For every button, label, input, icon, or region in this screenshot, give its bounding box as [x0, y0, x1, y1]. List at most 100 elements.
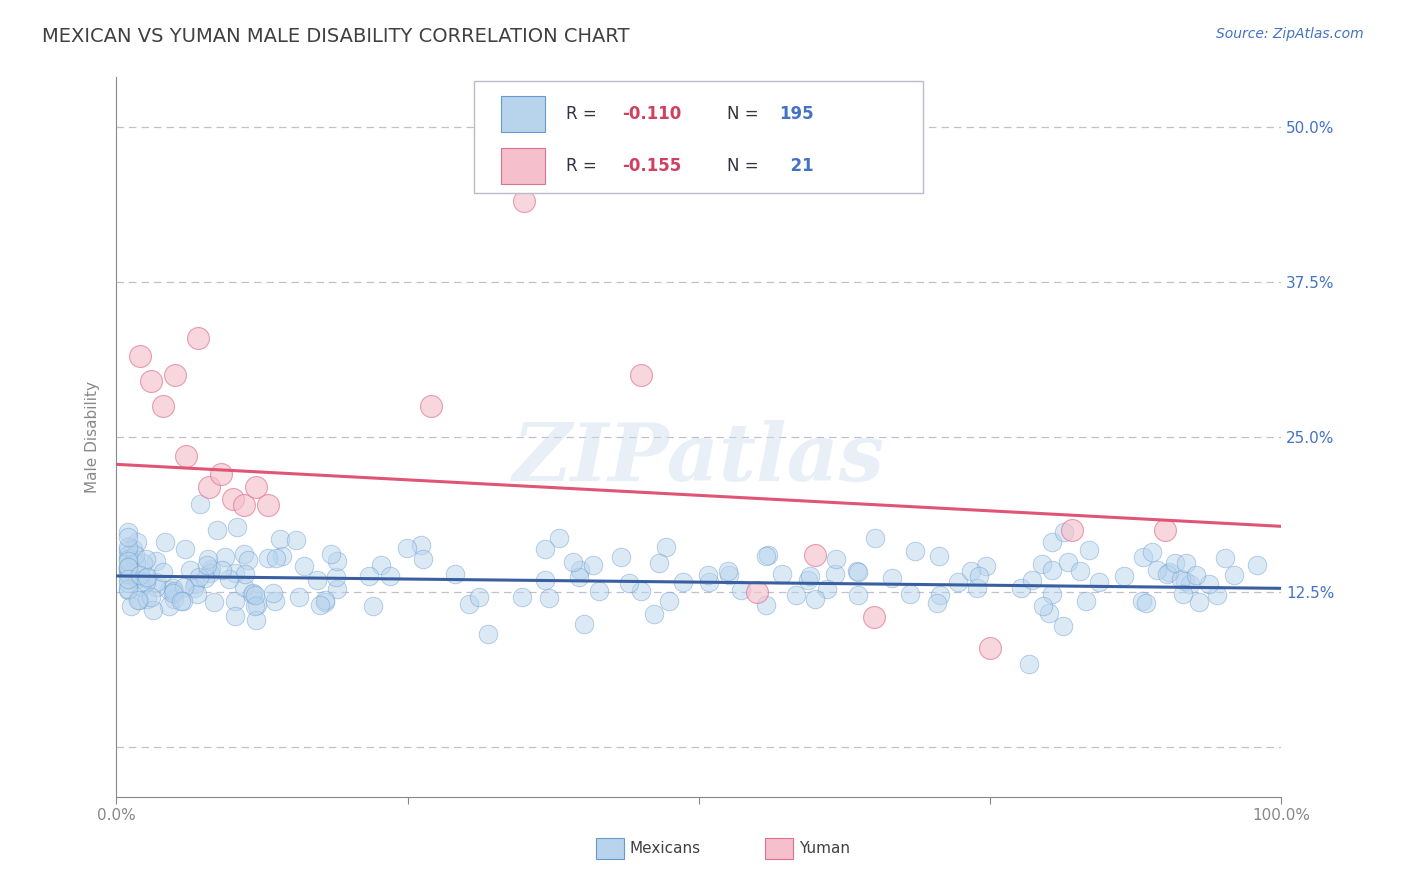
Point: [655, 541, 678, 555]
Point: [162, 581, 184, 595]
Point: [233, 566, 256, 581]
Point: [257, 551, 280, 566]
Point: [135, 570, 157, 584]
Point: [898, 587, 921, 601]
Point: [979, 640, 1001, 655]
Point: [153, 534, 176, 549]
Point: [117, 572, 139, 586]
Point: [648, 556, 671, 570]
Point: [117, 566, 139, 581]
Point: [195, 558, 218, 573]
Point: [264, 550, 287, 565]
Point: [1170, 572, 1192, 586]
Point: [233, 547, 256, 561]
Point: [194, 571, 217, 585]
Point: [1040, 534, 1063, 549]
Text: -0.110: -0.110: [621, 105, 681, 123]
Point: [117, 554, 139, 568]
Point: [1074, 594, 1097, 608]
Point: [128, 592, 150, 607]
Point: [214, 549, 236, 564]
Point: [117, 524, 139, 539]
Point: [141, 374, 163, 388]
Point: [224, 566, 246, 581]
Point: [1031, 557, 1053, 571]
Point: [245, 599, 267, 613]
Point: [1213, 551, 1236, 566]
Point: [184, 577, 207, 591]
Y-axis label: Male Disability: Male Disability: [86, 381, 100, 493]
Point: [658, 594, 681, 608]
Point: [610, 549, 633, 564]
Point: [269, 532, 291, 546]
Point: [1038, 607, 1060, 621]
Point: [1056, 555, 1078, 569]
Point: [287, 590, 309, 604]
Point: [755, 599, 778, 613]
Point: [974, 559, 997, 574]
Point: [135, 574, 157, 589]
Point: [245, 480, 267, 494]
Point: [125, 572, 148, 586]
Point: [717, 568, 740, 582]
Point: [643, 607, 665, 622]
Point: [1077, 543, 1099, 558]
Point: [548, 531, 571, 545]
Point: [510, 590, 533, 604]
Point: [370, 558, 392, 572]
Point: [117, 560, 139, 574]
Point: [396, 541, 419, 555]
Point: [152, 566, 174, 580]
Point: [1040, 587, 1063, 601]
Point: [572, 616, 595, 631]
Point: [467, 590, 489, 604]
Point: [188, 569, 211, 583]
Point: [804, 548, 827, 562]
Point: [1156, 567, 1178, 582]
Point: [925, 596, 948, 610]
Point: [672, 575, 695, 590]
Point: [117, 560, 139, 574]
Point: [824, 552, 846, 566]
Point: [1188, 595, 1211, 609]
Point: [863, 531, 886, 545]
Point: [756, 548, 779, 562]
Point: [1174, 574, 1197, 588]
Point: [562, 555, 585, 569]
Point: [717, 564, 740, 578]
Point: [117, 567, 139, 582]
Point: [880, 571, 903, 585]
Point: [959, 564, 981, 578]
Point: [145, 581, 167, 595]
Point: [135, 592, 157, 607]
Point: [209, 467, 232, 482]
Point: [179, 562, 201, 576]
Point: [1173, 586, 1195, 600]
Point: [198, 480, 221, 494]
Text: R =: R =: [567, 105, 602, 123]
Point: [152, 399, 174, 413]
Point: [187, 331, 209, 345]
Point: [141, 590, 163, 604]
Point: [197, 552, 219, 566]
Point: [824, 566, 846, 581]
Point: [129, 580, 152, 594]
Point: [797, 573, 820, 587]
Text: Mexicans: Mexicans: [630, 841, 702, 855]
Text: -0.155: -0.155: [621, 157, 681, 175]
Point: [1206, 588, 1229, 602]
Point: [1142, 545, 1164, 559]
Point: [132, 557, 155, 571]
Text: 21: 21: [779, 157, 814, 175]
Point: [534, 541, 557, 556]
Point: [730, 582, 752, 597]
Point: [314, 595, 336, 609]
Point: [232, 580, 254, 594]
Point: [1053, 524, 1076, 539]
Point: [845, 564, 868, 578]
Point: [458, 597, 481, 611]
Point: [443, 567, 465, 582]
Point: [581, 558, 603, 572]
Point: [588, 583, 610, 598]
Bar: [501, 148, 546, 185]
